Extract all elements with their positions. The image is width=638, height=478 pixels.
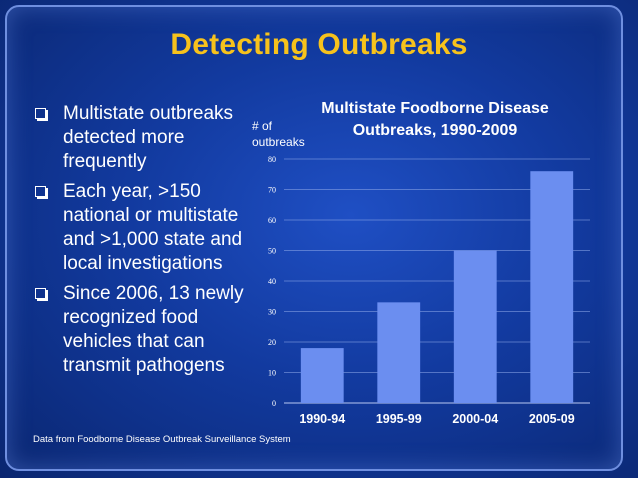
chart-title: Multistate Foodborne Disease Outbreaks, … <box>321 100 549 139</box>
y-tick-label: 0 <box>272 399 276 408</box>
bullet-text: Multistate outbreaks detected more frequ… <box>63 103 234 172</box>
x-tick-label: 2000-04 <box>452 412 498 426</box>
bullet-list: Multistate outbreaks detected more frequ… <box>35 102 255 384</box>
y-tick-label: 70 <box>268 186 276 195</box>
y-tick-label: 10 <box>268 369 276 378</box>
slide-title: Detecting Outbreaks <box>170 28 468 61</box>
checkbox-bullet-icon <box>35 288 46 299</box>
x-tick-label: 1995-99 <box>376 412 422 426</box>
checkbox-bullet-icon <box>35 186 46 197</box>
bar-1995-99 <box>377 302 421 403</box>
data-source-footnote: Data from Foodborne Disease Outbreak Sur… <box>33 434 291 445</box>
bullet-text: Since 2006, 13 newly recognized food veh… <box>63 283 244 376</box>
bar-2005-09 <box>530 171 574 403</box>
y-tick-label: 40 <box>268 277 276 286</box>
y-axis-label: # of outbreaks <box>252 119 305 149</box>
bullet-item: Multistate outbreaks detected more frequ… <box>35 102 255 174</box>
slide-frame <box>5 5 623 471</box>
y-tick-label: 80 <box>268 155 276 164</box>
y-tick-label: 60 <box>268 216 276 225</box>
checkbox-bullet-icon <box>35 108 46 119</box>
bullet-item: Since 2006, 13 newly recognized food veh… <box>35 282 255 378</box>
x-tick-label: 2005-09 <box>529 412 575 426</box>
y-tick-label: 30 <box>268 308 276 317</box>
y-tick-label: 50 <box>268 247 276 256</box>
bar-1990-94 <box>300 348 344 403</box>
x-tick-label: 1990-94 <box>299 412 345 426</box>
bullet-item: Each year, >150 national or multistate a… <box>35 180 255 276</box>
bullet-text: Each year, >150 national or multistate a… <box>63 181 243 274</box>
bar-2000-04 <box>453 250 497 403</box>
y-tick-label: 20 <box>268 338 276 347</box>
